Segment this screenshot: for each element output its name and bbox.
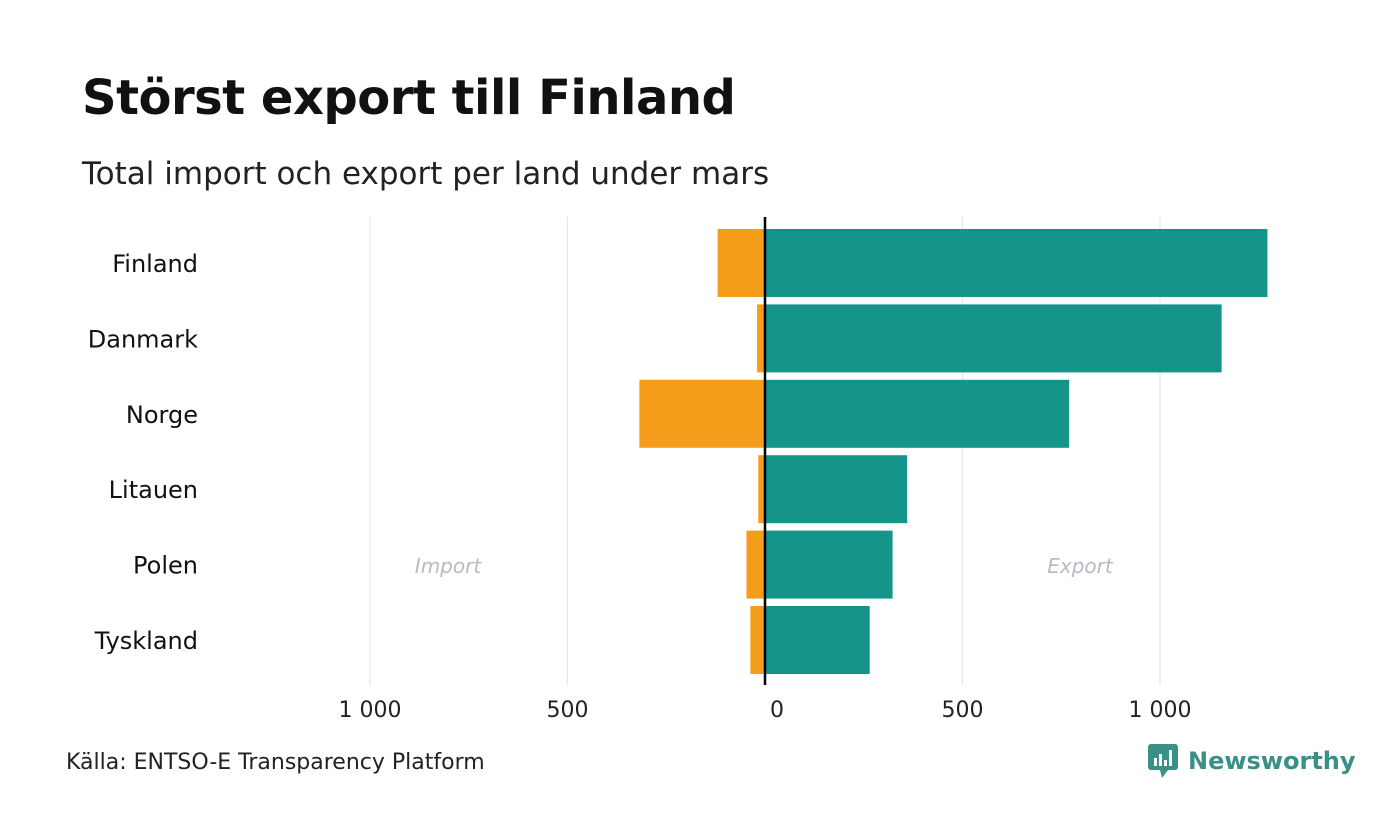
export-bar [765, 606, 870, 674]
category-labels: Finland Danmark Norge Litauen Polen Tyskland [88, 250, 198, 655]
category-label: Norge [126, 401, 198, 429]
x-tick-label: 1 000 [1129, 698, 1192, 723]
x-tick-label: 1 000 [339, 698, 402, 723]
category-label: Tyskland [94, 627, 198, 655]
export-bar [765, 229, 1268, 297]
bars [639, 229, 1268, 674]
import-annotation: Import [415, 554, 483, 578]
import-bar [757, 304, 765, 373]
brand-logo: Newsworthy [1148, 744, 1356, 778]
newsworthy-logo-icon [1148, 744, 1178, 778]
x-tick-label: 500 [942, 698, 984, 723]
chart-subtitle: Total import och export per land under m… [82, 156, 770, 192]
brand-name: Newsworthy [1188, 747, 1356, 775]
import-bar [717, 229, 765, 297]
category-label: Finland [112, 250, 198, 278]
import-bar [746, 530, 765, 599]
export-bar [765, 455, 908, 524]
category-label: Polen [133, 552, 198, 580]
export-bar [765, 304, 1222, 373]
import-bar [758, 455, 765, 524]
source-note: Källa: ENTSO-E Transparency Platform [66, 750, 485, 775]
category-label: Litauen [109, 476, 198, 504]
chart-area: FinlandDanmarkNorgeLitauenPolenTyskland … [88, 217, 1268, 723]
export-bar [765, 379, 1070, 448]
x-tick-label: 0 [770, 698, 784, 723]
category-label: Danmark [88, 325, 198, 353]
import-bar [639, 379, 765, 448]
export-bar [765, 530, 893, 599]
chart-title: Störst export till Finland [82, 70, 736, 126]
export-annotation: Export [1047, 554, 1114, 578]
x-tick-label: 500 [547, 698, 589, 723]
import-bar [750, 606, 765, 674]
x-tick-labels: 1 000 500 0 500 1 000 [339, 698, 1192, 723]
